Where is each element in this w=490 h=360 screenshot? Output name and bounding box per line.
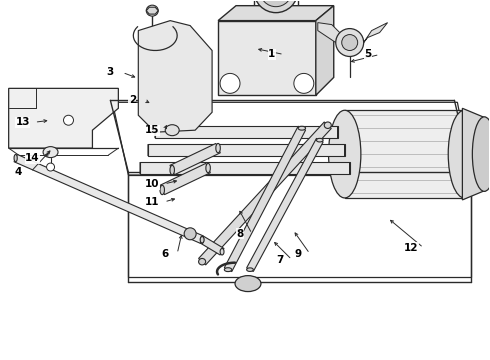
Polygon shape <box>9 88 119 148</box>
Polygon shape <box>364 23 388 42</box>
Ellipse shape <box>47 163 54 171</box>
Polygon shape <box>316 6 334 95</box>
Ellipse shape <box>206 163 210 173</box>
Text: 15: 15 <box>145 125 160 135</box>
Ellipse shape <box>165 125 179 136</box>
Polygon shape <box>128 175 471 276</box>
Polygon shape <box>14 154 204 243</box>
Ellipse shape <box>200 236 204 243</box>
Ellipse shape <box>64 115 74 125</box>
Polygon shape <box>198 122 331 265</box>
Ellipse shape <box>14 154 17 162</box>
Polygon shape <box>147 7 158 14</box>
Polygon shape <box>463 108 486 200</box>
Ellipse shape <box>448 110 481 198</box>
Ellipse shape <box>147 5 158 16</box>
Ellipse shape <box>342 35 358 50</box>
Polygon shape <box>345 110 465 198</box>
Polygon shape <box>140 162 350 174</box>
Ellipse shape <box>298 126 306 130</box>
Text: 4: 4 <box>15 167 23 177</box>
Ellipse shape <box>235 276 261 292</box>
Polygon shape <box>224 126 306 271</box>
Ellipse shape <box>317 138 323 142</box>
Ellipse shape <box>329 110 361 198</box>
Text: 8: 8 <box>236 229 244 239</box>
Text: 5: 5 <box>364 49 371 59</box>
Polygon shape <box>218 6 334 21</box>
Ellipse shape <box>160 185 165 195</box>
Ellipse shape <box>246 268 253 271</box>
Ellipse shape <box>324 122 331 129</box>
Ellipse shape <box>260 0 292 7</box>
Text: 1: 1 <box>269 49 275 59</box>
Text: 11: 11 <box>145 197 160 207</box>
Polygon shape <box>112 102 471 175</box>
Polygon shape <box>218 21 316 95</box>
Ellipse shape <box>170 165 174 175</box>
Polygon shape <box>246 138 323 271</box>
Polygon shape <box>138 21 212 132</box>
Polygon shape <box>155 126 338 138</box>
Ellipse shape <box>294 73 314 93</box>
Ellipse shape <box>254 0 298 13</box>
Polygon shape <box>200 237 224 255</box>
Ellipse shape <box>43 147 58 158</box>
Ellipse shape <box>224 268 232 271</box>
Ellipse shape <box>220 248 224 255</box>
Text: 10: 10 <box>145 179 160 189</box>
Text: 3: 3 <box>107 67 114 77</box>
Polygon shape <box>148 144 345 156</box>
Ellipse shape <box>472 117 490 192</box>
Polygon shape <box>318 23 340 42</box>
Polygon shape <box>160 163 210 195</box>
Text: 2: 2 <box>129 95 136 105</box>
Ellipse shape <box>220 73 240 93</box>
Ellipse shape <box>198 258 206 265</box>
Text: 9: 9 <box>294 249 301 259</box>
Text: 13: 13 <box>15 117 30 127</box>
Ellipse shape <box>216 143 220 153</box>
Polygon shape <box>170 143 221 175</box>
Ellipse shape <box>200 237 204 243</box>
Ellipse shape <box>336 28 364 57</box>
Text: 12: 12 <box>404 243 419 253</box>
Text: 6: 6 <box>162 249 169 259</box>
Ellipse shape <box>184 228 196 240</box>
Text: 14: 14 <box>25 153 40 163</box>
Text: 7: 7 <box>276 255 284 265</box>
